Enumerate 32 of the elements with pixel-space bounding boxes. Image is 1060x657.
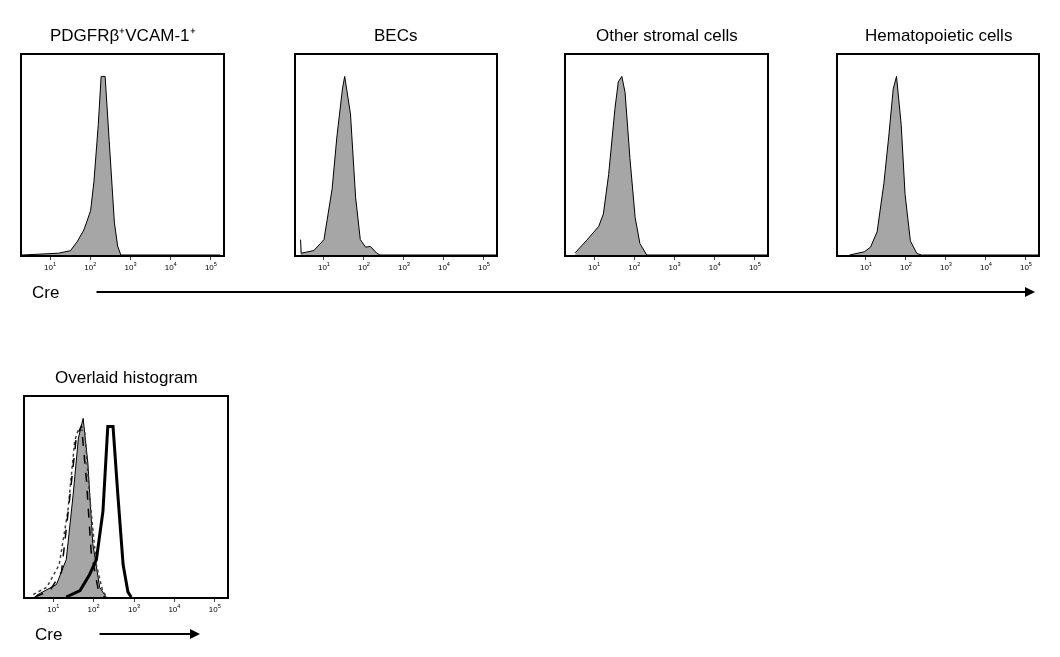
x-tick-label: 10$^{4}$ — [168, 603, 181, 614]
x-tick-label: 10$^{3}$ — [939, 261, 952, 272]
x-tick-label: 10$^{4}$ — [979, 261, 992, 272]
x-tick-label: 10$^{4}$ — [437, 261, 450, 272]
x-tick-label: 10$^{3}$ — [397, 261, 410, 272]
x-tick-label: 10$^{5}$ — [748, 261, 761, 272]
x-tick-label: 10$^{2}$ — [84, 261, 97, 272]
x-tick-label: 10$^{1}$ — [859, 261, 872, 272]
x-tick-label: 10$^{5}$ — [208, 603, 221, 614]
x-tick-label: 10$^{5}$ — [477, 261, 490, 272]
x-tick-label: 10$^{1}$ — [588, 261, 601, 272]
x-tick-label: 10$^{2}$ — [357, 261, 370, 272]
x-axis-title: Cre — [32, 283, 60, 302]
x-tick-label: 10$^{1}$ — [44, 261, 57, 272]
x-tick-label: 10$^{4}$ — [164, 261, 177, 272]
x-tick-label: 10$^{5}$ — [204, 261, 217, 272]
x-tick-label: 10$^{2}$ — [628, 261, 641, 272]
x-tick-label: 10$^{4}$ — [708, 261, 721, 272]
chart-title: BECs — [374, 26, 418, 45]
x-tick-label: 10$^{2}$ — [87, 603, 100, 614]
x-tick-label: 10$^{3}$ — [124, 261, 137, 272]
chart-title: Other stromal cells — [596, 26, 738, 45]
x-tick-label: 10$^{2}$ — [899, 261, 912, 272]
x-tick-label: 10$^{1}$ — [317, 261, 330, 272]
x-axis-title: Cre — [35, 625, 63, 644]
x-tick-label: 10$^{3}$ — [128, 603, 141, 614]
chart-title: Overlaid histogram — [55, 368, 198, 387]
x-tick-label: 10$^{3}$ — [668, 261, 681, 272]
x-tick-label: 10$^{1}$ — [47, 603, 60, 614]
chart-title: Hematopoietic cells — [865, 26, 1013, 45]
x-tick-label: 10$^{5}$ — [1019, 261, 1032, 272]
chart-title: PDGFRβ⁺VCAM-1⁺ — [50, 26, 196, 45]
